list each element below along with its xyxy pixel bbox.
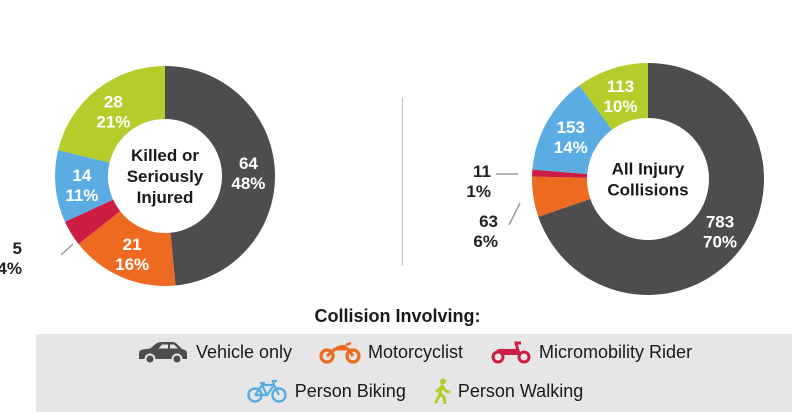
slice-person-walking xyxy=(58,66,166,163)
donut-center-label: All Injury Collisions xyxy=(607,160,688,200)
slice-count: 21 xyxy=(123,235,142,254)
donut-center-label: Killed or Seriously Injured xyxy=(127,146,204,207)
slice-micromobility-rider xyxy=(64,199,121,244)
bicycle-icon xyxy=(247,379,287,403)
legend-label-vehicle-only: Vehicle only xyxy=(195,341,293,362)
slice-motorcyclist xyxy=(532,176,591,217)
slice-label-motorcyclist: 21 16% xyxy=(115,235,149,274)
legend-label-motorcyclist: Motorcyclist xyxy=(368,341,464,362)
slice-label-person-walking: 28 21% xyxy=(96,92,130,131)
slice-label-person-walking: 113 10% xyxy=(603,77,637,116)
legend-title: Collision Involving: xyxy=(314,306,481,326)
chart-divider xyxy=(402,97,403,265)
slice-percent: 10% xyxy=(603,97,637,116)
motorcycle-icon xyxy=(319,341,361,364)
slice-label-person-biking: 153 14% xyxy=(554,118,588,157)
car-icon xyxy=(138,342,187,364)
slice-count: 63 xyxy=(479,212,498,231)
legend-item-person-biking: Person Biking xyxy=(245,379,406,403)
legend-item-person-walking: Person Walking xyxy=(432,378,583,404)
slice-label-person-biking: 14 11% xyxy=(65,166,98,205)
slice-person-biking xyxy=(55,150,114,222)
slice-label-motorcyclist: 63 6% xyxy=(473,212,498,251)
slice-percent: 14% xyxy=(554,138,588,157)
donut-ksi: 64 48% 21 16% 5 4% 14 11% 28 21% Killed or Seriousl… xyxy=(0,66,276,287)
legend-row-1: Vehicle only Motorcyclist Micromobility … xyxy=(36,340,792,364)
legend-label-micromobility-rider: Micromobility Rider xyxy=(539,341,693,362)
slice-count: 64 xyxy=(239,154,258,173)
slice-percent: 70% xyxy=(703,232,737,251)
slice-count: 14 xyxy=(72,166,91,185)
slice-person-walking xyxy=(579,63,648,130)
slice-percent: 4% xyxy=(0,259,22,278)
slice-count: 783 xyxy=(706,212,734,231)
slice-count: 113 xyxy=(607,77,634,96)
slice-label-micromobility-rider: 5 4% xyxy=(0,239,22,278)
legend-label-person-biking: Person Biking xyxy=(294,380,406,401)
slice-count: 11 xyxy=(473,162,491,181)
legend: Vehicle only Motorcyclist Micromobility … xyxy=(36,334,792,412)
slice-count: 153 xyxy=(557,118,585,137)
slice-label-vehicle-only: 783 70% xyxy=(703,212,737,251)
slice-person-biking xyxy=(532,85,612,174)
legend-label-person-walking: Person Walking xyxy=(457,380,584,401)
slice-vehicle-only xyxy=(538,63,764,295)
slice-motorcyclist xyxy=(78,211,176,287)
legend-item-vehicle-only: Vehicle only xyxy=(136,340,292,364)
slice-percent: 1% xyxy=(466,182,491,201)
slice-percent: 6% xyxy=(473,232,498,251)
slice-count: 28 xyxy=(104,92,123,111)
slice-percent: 48% xyxy=(231,174,265,193)
donut-charts: 64 48% 21 16% 5 4% 14 11% 28 21% Killed or Seriousl… xyxy=(0,63,764,295)
slice-percent: 16% xyxy=(115,255,149,274)
scooter-icon xyxy=(491,341,531,364)
slice-percent: 11% xyxy=(65,186,98,205)
slice-label-micromobility-rider: 11 1% xyxy=(466,162,491,201)
slice-label-vehicle-only: 64 48% xyxy=(231,154,265,193)
slice-vehicle-only xyxy=(165,66,276,286)
donut-all-injury: 783 70% 63 6% 11 1% 153 14% 113 10% All Injury Coll… xyxy=(466,63,764,295)
legend-row-2: Person Biking Person Walking xyxy=(36,378,792,404)
pedestrian-icon xyxy=(434,378,451,404)
slice-micromobility-rider xyxy=(532,169,588,178)
slice-count: 5 xyxy=(13,239,22,258)
slice-percent: 21% xyxy=(96,112,130,131)
legend-item-motorcyclist: Motorcyclist xyxy=(318,340,463,364)
leader-line xyxy=(60,243,74,256)
leader-line xyxy=(508,202,521,226)
legend-item-micromobility-rider: Micromobility Rider xyxy=(489,340,692,364)
